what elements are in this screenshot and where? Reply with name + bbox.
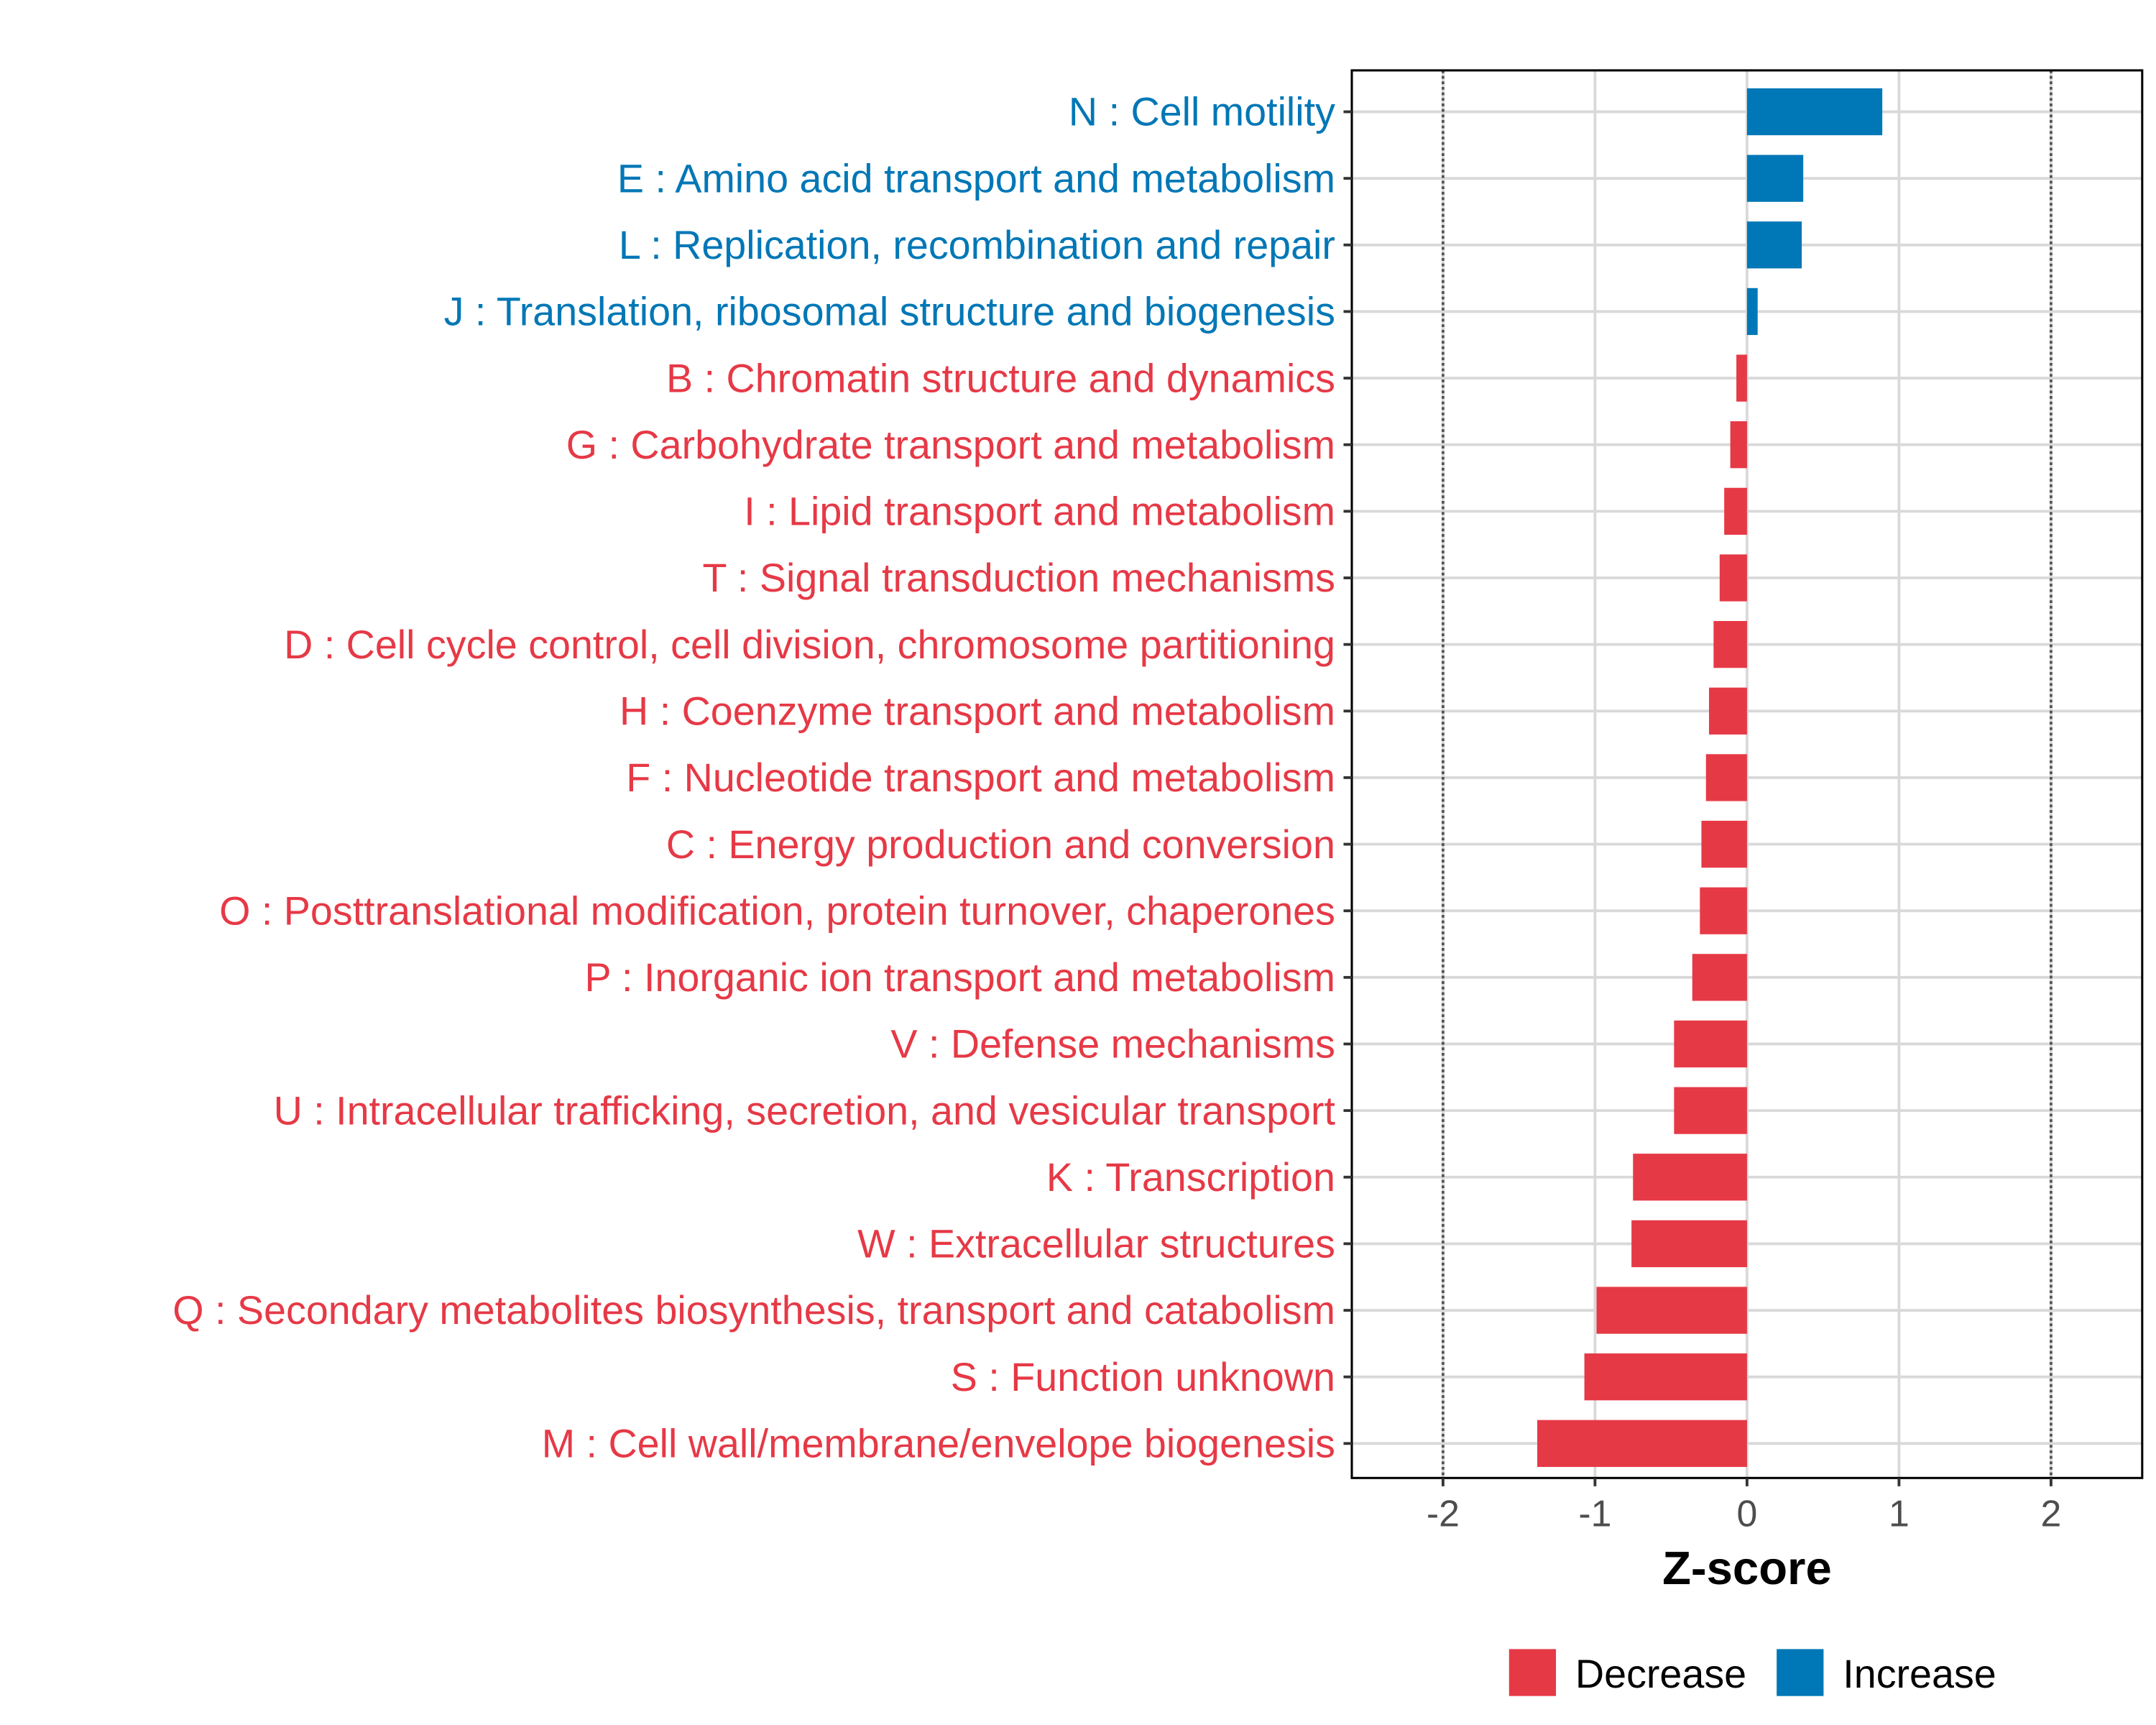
x-axis-title: Z-score — [1662, 1542, 1832, 1594]
category-label: M : Cell wall/membrane/envelope biogenes… — [542, 1422, 1335, 1466]
bar-increase — [1746, 155, 1804, 202]
x-tick-label: 2 — [2040, 1493, 2061, 1535]
category-label: T : Signal transduction mechanisms — [702, 556, 1335, 600]
bar-decrease — [1674, 1020, 1747, 1068]
category-label: F : Nucleotide transport and metabolism — [626, 755, 1335, 800]
bar-decrease — [1705, 754, 1747, 801]
bar-decrease — [1730, 421, 1747, 469]
bars-layer — [1537, 88, 1883, 1467]
bar-decrease — [1631, 1220, 1747, 1268]
bar-increase — [1746, 88, 1883, 136]
y-axis-labels: N : Cell motility E : Amino acid transpor… — [172, 90, 1352, 1466]
bar-increase — [1746, 221, 1802, 269]
bar-decrease — [1596, 1287, 1747, 1334]
category-label: S : Function unknown — [951, 1355, 1335, 1399]
category-label: O : Posttranslational modification, prot… — [219, 888, 1335, 933]
category-label: W : Extracellular structures — [857, 1222, 1335, 1266]
category-label: D : Cell cycle control, cell division, c… — [284, 622, 1335, 667]
category-label: G : Carbohydrate transport and metabolis… — [566, 423, 1335, 467]
bar-increase — [1746, 288, 1758, 336]
category-label: K : Transcription — [1046, 1155, 1335, 1200]
legend: Decrease Increase — [1508, 1649, 1996, 1696]
category-label: I : Lipid transport and metabolism — [744, 489, 1335, 534]
x-tick-label: -1 — [1578, 1493, 1611, 1535]
category-label: U : Intracellular trafficking, secretion… — [274, 1088, 1336, 1133]
category-label: Q : Secondary metabolites biosynthesis, … — [172, 1288, 1335, 1333]
reference-lines — [1441, 70, 2053, 1478]
category-label: E : Amino acid transport and metabolism — [617, 156, 1335, 201]
bar-decrease — [1713, 621, 1747, 668]
legend-label-decrease: Decrease — [1575, 1652, 1746, 1696]
bar-decrease — [1633, 1154, 1747, 1201]
legend-key-decrease — [1508, 1649, 1557, 1696]
category-label: H : Coenzyme transport and metabolism — [619, 689, 1335, 733]
bar-decrease — [1537, 1420, 1747, 1467]
bar-decrease — [1700, 887, 1747, 934]
category-label: N : Cell motility — [1069, 90, 1335, 134]
bar-decrease — [1692, 954, 1747, 1001]
bar-decrease — [1584, 1353, 1747, 1401]
bar-decrease — [1719, 554, 1747, 602]
category-label: P : Inorganic ion transport and metaboli… — [584, 955, 1335, 1000]
x-axis-ticks: -2 -1 0 1 2 — [1427, 1478, 2061, 1535]
bar-decrease — [1709, 687, 1747, 735]
legend-key-increase — [1777, 1649, 1824, 1696]
x-tick-label: 0 — [1736, 1493, 1757, 1535]
category-label: C : Energy production and conversion — [666, 822, 1335, 867]
category-label: J : Translation, ribosomal structure and… — [444, 290, 1335, 334]
bar-decrease — [1736, 354, 1747, 402]
category-label: B : Chromatin structure and dynamics — [666, 356, 1335, 400]
bar-decrease — [1701, 820, 1747, 868]
bar-decrease — [1724, 487, 1747, 535]
category-label: L : Replication, recombination and repai… — [619, 223, 1335, 267]
bar-decrease — [1674, 1087, 1747, 1134]
legend-label-increase: Increase — [1843, 1652, 1996, 1696]
x-tick-label: 1 — [1889, 1493, 1909, 1535]
x-tick-label: -2 — [1427, 1493, 1460, 1535]
category-label: V : Defense mechanisms — [890, 1022, 1335, 1067]
